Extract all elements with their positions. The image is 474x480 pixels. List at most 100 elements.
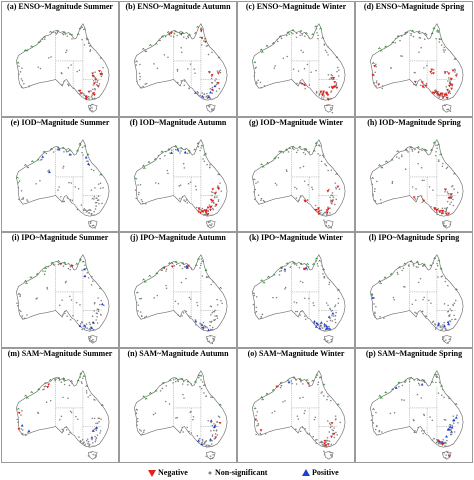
non-significant-station [62, 265, 65, 267]
non-significant-station [141, 200, 144, 202]
non-significant-station [443, 340, 445, 343]
non-significant-station [141, 315, 143, 318]
vegetation-mark [135, 60, 138, 63]
vegetation-mark [194, 31, 197, 35]
non-significant-station [260, 86, 263, 89]
non-significant-station [311, 185, 313, 188]
non-significant-station [430, 302, 432, 304]
positive-station [209, 437, 212, 441]
non-significant-station [424, 264, 426, 267]
positive-station [90, 326, 93, 329]
vegetation-mark [167, 147, 171, 150]
non-significant-station [404, 33, 406, 36]
non-significant-station [81, 438, 84, 440]
non-significant-station [300, 310, 303, 312]
non-significant-station [162, 35, 164, 37]
non-significant-station [96, 201, 98, 203]
non-significant-station [190, 267, 193, 269]
non-significant-station [280, 150, 282, 152]
non-significant-station [447, 80, 449, 82]
non-significant-station [445, 453, 447, 456]
non-significant-station [456, 413, 458, 416]
negative-station [323, 441, 327, 445]
non-significant-station [215, 90, 218, 92]
non-significant-station [93, 197, 95, 200]
non-significant-station [329, 206, 331, 209]
non-significant-station [41, 38, 44, 40]
negative-station [435, 208, 439, 212]
non-significant-station [144, 83, 146, 85]
non-significant-station [69, 431, 71, 434]
non-significant-station [435, 37, 437, 40]
non-significant-station [456, 73, 458, 75]
non-significant-station [404, 381, 406, 383]
negative-station [444, 93, 448, 97]
negative-station [322, 90, 325, 94]
non-significant-station [211, 312, 213, 314]
non-significant-station [282, 400, 284, 403]
non-significant-station [426, 64, 428, 67]
non-significant-station [210, 429, 212, 432]
negative-station [444, 188, 448, 191]
non-significant-station [441, 207, 444, 209]
non-significant-station [273, 67, 276, 69]
negative-station [201, 209, 205, 213]
mainland-outline [252, 254, 346, 332]
non-significant-station [180, 149, 182, 152]
non-significant-station [313, 322, 315, 325]
non-significant-station [96, 421, 99, 424]
non-significant-station [295, 302, 298, 304]
vegetation-mark [143, 280, 147, 283]
non-significant-station [260, 433, 263, 435]
non-significant-station [322, 273, 324, 275]
non-significant-station [199, 267, 201, 269]
non-significant-station [181, 315, 183, 317]
non-significant-station [57, 263, 60, 266]
non-significant-station [331, 74, 334, 77]
positive-station [94, 425, 98, 429]
positive-station [304, 266, 308, 269]
vegetation-mark [433, 372, 437, 376]
non-significant-station [261, 313, 264, 316]
negative-station [443, 93, 447, 97]
non-significant-station [319, 144, 321, 147]
non-significant-station [317, 265, 319, 267]
non-significant-station [199, 322, 201, 325]
positive-station [48, 170, 51, 173]
positive-station [420, 382, 424, 386]
non-significant-station [65, 428, 68, 431]
positive-station [450, 429, 453, 433]
non-significant-station [445, 418, 447, 421]
non-significant-station [260, 316, 263, 318]
positive-station [287, 380, 291, 383]
non-significant-station [65, 426, 67, 428]
non-significant-station [21, 428, 24, 431]
vegetation-mark [286, 378, 290, 382]
negative-station [330, 421, 334, 425]
non-significant-station [335, 82, 338, 84]
tasmania-outline [441, 219, 452, 229]
vegetation-mark [37, 387, 41, 390]
non-significant-station [135, 301, 138, 304]
vegetation-mark [204, 152, 207, 155]
non-significant-station [404, 167, 407, 170]
non-significant-station [179, 264, 181, 267]
non-significant-station [62, 429, 65, 432]
vegetation-mark [63, 261, 67, 264]
non-significant-station [449, 423, 451, 426]
non-significant-station [189, 180, 192, 183]
non-significant-station [399, 39, 401, 42]
positive-station [316, 323, 320, 326]
non-significant-station [337, 75, 340, 77]
non-significant-station [298, 199, 300, 201]
non-significant-station [203, 391, 205, 394]
non-significant-station [99, 303, 101, 306]
non-significant-station [443, 46, 445, 49]
negative-station [91, 75, 95, 78]
non-significant-station [136, 423, 138, 426]
non-significant-station [417, 426, 419, 428]
vegetation-mark [174, 30, 177, 33]
non-significant-station [441, 94, 444, 97]
non-significant-station [273, 409, 276, 412]
non-significant-station [190, 298, 192, 300]
